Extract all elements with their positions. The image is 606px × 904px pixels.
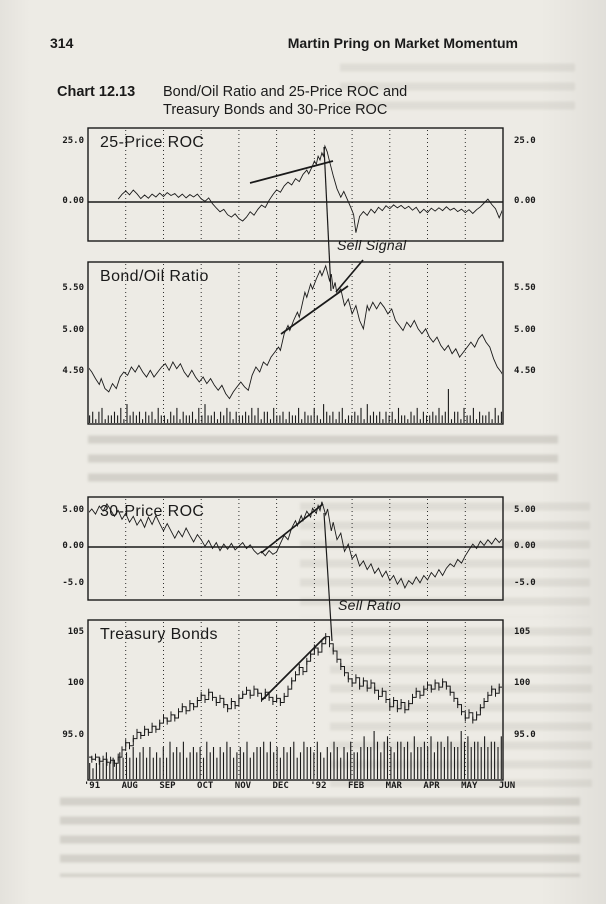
y-axis-label: 100 (514, 678, 531, 688)
y-axis-label: 5.00 (62, 504, 84, 515)
bleed-through-texture (340, 58, 575, 113)
y-axis-label: 4.50 (62, 366, 84, 376)
bondoil-series-line (89, 264, 502, 400)
roc30-series (89, 501, 502, 589)
y-axis-label: 100 (67, 678, 84, 688)
bondoil-border (87, 261, 504, 425)
y-axis-label: 5.00 (514, 324, 536, 335)
y-axis-label: 4.50 (514, 366, 536, 376)
roc30-trendline (260, 503, 324, 554)
x-axis-label: '91 (83, 781, 101, 791)
figure-caption: Chart 12.13 Bond/Oil Ratio and 25-Price … (57, 83, 407, 119)
roc25-panel (87, 127, 504, 242)
bonds-trendline (261, 636, 326, 701)
running-title: Martin Pring on Market Momentum (287, 35, 518, 51)
roc25-series (117, 144, 502, 233)
ratio-trendline (280, 285, 349, 335)
chart-title-bond-oil-ratio: Bond/Oil Ratio (100, 268, 209, 285)
x-axis-label: FEB (347, 781, 365, 791)
y-axis-label: -5.0 (514, 577, 536, 588)
y-axis-label: 95.0 (514, 729, 536, 740)
bondoil-series (89, 264, 502, 423)
sell-signal-pointer (335, 259, 364, 293)
tbonds-series (89, 633, 502, 779)
y-axis-label: 25.0 (62, 136, 84, 146)
caption-label: Chart 12.13 (57, 84, 136, 100)
x-axis-label: AUG (121, 781, 138, 791)
x-axis-label: SEP (159, 781, 176, 791)
chart-title-30-price-roc: 30-Price ROC (100, 503, 205, 520)
y-axis-label: 5.50 (62, 283, 84, 293)
tbonds-border (87, 619, 504, 781)
y-axis-label: 105 (67, 626, 84, 637)
bleed-through-texture (60, 792, 580, 877)
chart-title-treasury-bonds: Treasury Bonds (100, 626, 218, 643)
roc30-border (87, 496, 504, 601)
x-axis-label: MAY (461, 781, 478, 791)
y-axis-label: 5.50 (514, 283, 536, 293)
sell-signal-annotation: Sell Signal (337, 237, 407, 253)
sell-signal-vertical (323, 146, 332, 292)
bondoil-panel (87, 261, 504, 425)
roc25-series-line (117, 144, 502, 233)
y-axis-label: -5.0 (62, 577, 84, 588)
x-axis-label: NOV (234, 781, 252, 791)
x-axis-label: DEC (272, 781, 289, 791)
y-axis-label: 5.00 (514, 504, 536, 515)
roc25-trendline (249, 160, 334, 184)
y-axis-label: 0.00 (514, 541, 536, 551)
roc30-panel (87, 496, 504, 601)
caption-text: Bond/Oil Ratio and 25-Price ROC and Trea… (163, 83, 407, 119)
sell-ratio-vertical (323, 512, 333, 642)
bleed-through-texture (88, 430, 558, 488)
y-axis-label: 0.00 (62, 541, 84, 551)
chart-title-25-price-roc: 25-Price ROC (100, 134, 205, 151)
x-axis-label: '92 (310, 781, 327, 791)
bleed-through-texture (300, 497, 590, 617)
y-axis-label: 95.0 (62, 729, 84, 740)
y-axis-label: 0.00 (62, 196, 84, 206)
page-number: 314 (50, 35, 74, 51)
y-axis-label: 105 (514, 626, 531, 637)
sell-ratio-annotation: Sell Ratio (338, 597, 401, 613)
y-axis-label: 5.00 (62, 324, 84, 335)
roc25-border (87, 127, 504, 242)
caption-line-2: Treasury Bonds and 30-Price ROC (163, 102, 388, 118)
y-axis-label: 25.0 (514, 136, 536, 146)
x-axis-label: MAR (385, 781, 402, 791)
y-axis-label: 0.00 (514, 196, 536, 206)
x-axis-label: OCT (197, 781, 214, 791)
x-axis-label: APR (423, 781, 440, 791)
caption-line-1: Bond/Oil Ratio and 25-Price ROC and (163, 84, 408, 100)
x-axis-label: JUN (498, 781, 516, 791)
tbonds-panel (87, 619, 504, 781)
roc30-series-line (89, 501, 502, 589)
